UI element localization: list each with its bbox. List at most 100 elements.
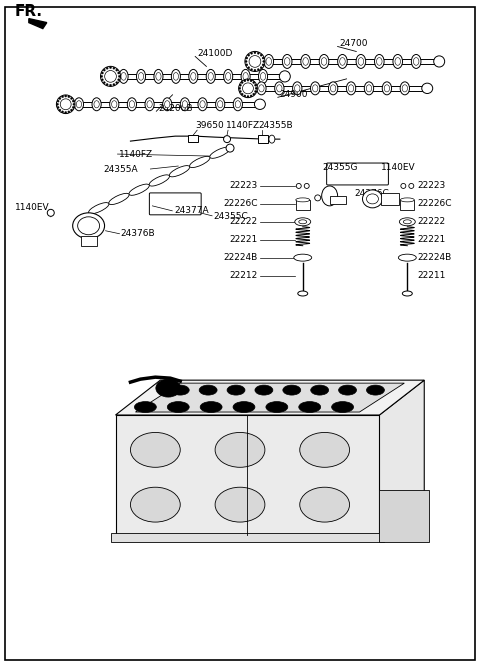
Ellipse shape <box>116 82 118 84</box>
Ellipse shape <box>301 54 311 68</box>
Ellipse shape <box>208 72 213 80</box>
Ellipse shape <box>210 147 230 158</box>
Ellipse shape <box>262 64 264 66</box>
Ellipse shape <box>393 54 403 68</box>
Ellipse shape <box>246 57 248 59</box>
Ellipse shape <box>227 385 245 395</box>
Ellipse shape <box>422 83 432 94</box>
Ellipse shape <box>182 101 188 108</box>
Ellipse shape <box>61 96 63 98</box>
Ellipse shape <box>173 72 179 80</box>
Text: 22223: 22223 <box>229 181 258 191</box>
Ellipse shape <box>118 72 120 74</box>
Ellipse shape <box>241 93 243 95</box>
Ellipse shape <box>113 67 115 69</box>
Ellipse shape <box>254 99 265 110</box>
Ellipse shape <box>347 82 356 95</box>
Ellipse shape <box>283 385 301 395</box>
Ellipse shape <box>254 84 256 86</box>
Ellipse shape <box>374 54 384 68</box>
Ellipse shape <box>243 72 248 80</box>
Ellipse shape <box>121 72 126 80</box>
Ellipse shape <box>311 385 329 395</box>
Ellipse shape <box>402 85 408 92</box>
Ellipse shape <box>330 85 336 92</box>
Ellipse shape <box>224 70 233 84</box>
Ellipse shape <box>61 111 63 113</box>
Ellipse shape <box>106 84 108 86</box>
Ellipse shape <box>105 70 116 82</box>
Bar <box>400 200 414 210</box>
Text: 39650: 39650 <box>195 121 224 130</box>
Bar <box>188 135 198 142</box>
Ellipse shape <box>163 98 172 111</box>
Bar <box>110 74 285 79</box>
Ellipse shape <box>129 101 134 108</box>
Ellipse shape <box>247 79 249 81</box>
Ellipse shape <box>299 402 321 412</box>
Ellipse shape <box>100 66 120 86</box>
Ellipse shape <box>216 98 225 111</box>
Ellipse shape <box>239 88 241 90</box>
Ellipse shape <box>60 99 71 110</box>
Ellipse shape <box>358 58 364 65</box>
Ellipse shape <box>264 54 274 68</box>
Text: 22222: 22222 <box>417 217 445 226</box>
Ellipse shape <box>59 109 61 111</box>
Ellipse shape <box>321 58 327 65</box>
Ellipse shape <box>411 54 421 68</box>
Ellipse shape <box>275 82 284 95</box>
Ellipse shape <box>78 217 99 235</box>
Ellipse shape <box>129 184 149 195</box>
Ellipse shape <box>235 101 240 108</box>
Ellipse shape <box>198 98 207 111</box>
Ellipse shape <box>259 85 264 92</box>
Ellipse shape <box>319 54 329 68</box>
Ellipse shape <box>364 82 373 95</box>
Ellipse shape <box>254 69 256 71</box>
Ellipse shape <box>136 70 145 84</box>
Polygon shape <box>116 380 424 415</box>
Text: 24900: 24900 <box>280 90 308 100</box>
Polygon shape <box>135 383 404 412</box>
Ellipse shape <box>254 52 256 54</box>
Ellipse shape <box>260 54 262 56</box>
Ellipse shape <box>279 71 290 82</box>
Ellipse shape <box>282 54 292 68</box>
Bar <box>248 86 427 91</box>
Ellipse shape <box>109 84 111 86</box>
Text: 22226C: 22226C <box>417 199 452 208</box>
Ellipse shape <box>362 190 383 208</box>
Ellipse shape <box>200 101 205 108</box>
Ellipse shape <box>322 186 337 206</box>
Ellipse shape <box>149 175 169 186</box>
Text: 24376C: 24376C <box>355 189 389 199</box>
Ellipse shape <box>103 82 105 84</box>
Ellipse shape <box>108 193 129 205</box>
Bar <box>382 193 399 205</box>
Ellipse shape <box>59 98 61 100</box>
Text: 22224B: 22224B <box>417 253 452 262</box>
Ellipse shape <box>113 84 115 86</box>
Ellipse shape <box>253 93 255 95</box>
Ellipse shape <box>242 83 253 94</box>
Ellipse shape <box>246 64 248 66</box>
Text: 1140EV: 1140EV <box>15 203 49 212</box>
Ellipse shape <box>156 72 161 80</box>
Ellipse shape <box>247 96 249 98</box>
Ellipse shape <box>101 76 103 78</box>
Ellipse shape <box>285 58 290 65</box>
Ellipse shape <box>348 85 354 92</box>
Ellipse shape <box>131 432 180 467</box>
Ellipse shape <box>250 80 252 82</box>
Ellipse shape <box>156 379 181 397</box>
Ellipse shape <box>300 487 349 522</box>
Text: 22226C: 22226C <box>223 199 258 208</box>
Ellipse shape <box>254 90 256 92</box>
Ellipse shape <box>240 90 241 92</box>
Bar <box>379 490 429 542</box>
Ellipse shape <box>199 385 217 395</box>
Ellipse shape <box>57 106 59 108</box>
Text: 1140FZ: 1140FZ <box>226 121 260 130</box>
Ellipse shape <box>189 70 198 84</box>
